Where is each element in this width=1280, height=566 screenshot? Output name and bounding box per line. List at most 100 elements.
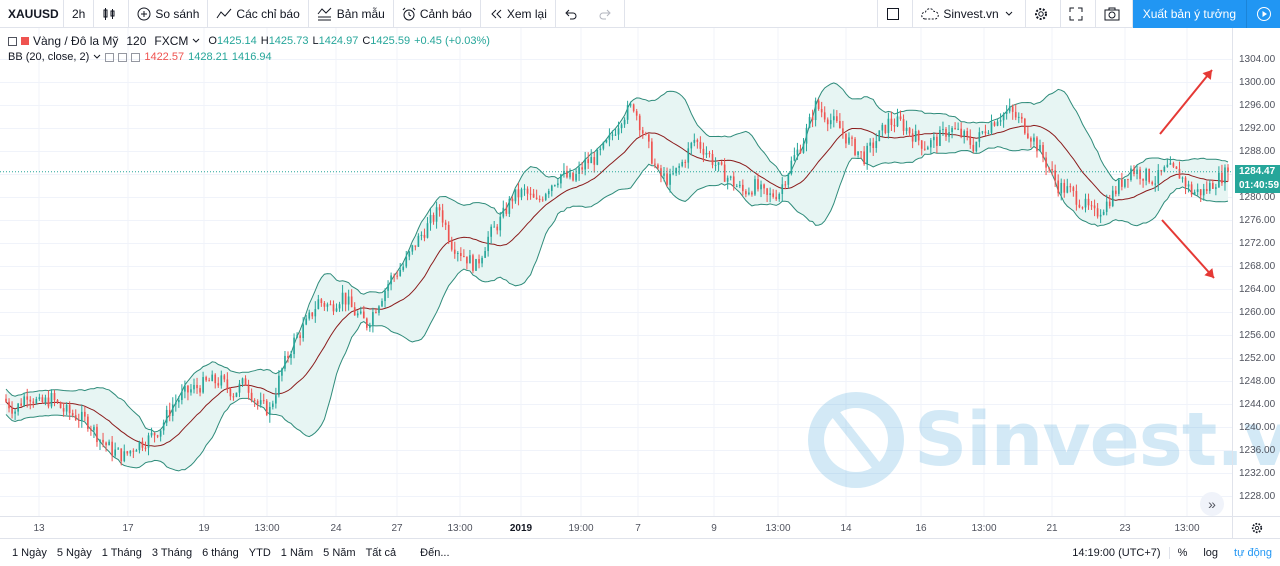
- replay-button[interactable]: Xem lại: [481, 0, 556, 28]
- price-chart[interactable]: [0, 28, 1232, 516]
- time-tick-label: 16: [915, 523, 927, 534]
- candle-body: [781, 184, 784, 194]
- layout-save-button[interactable]: Sinvest.vn: [913, 0, 1026, 28]
- visibility-icon[interactable]: [105, 52, 115, 62]
- candle-body: [414, 245, 417, 247]
- compare-label: So sánh: [155, 6, 200, 21]
- candle-body: [1184, 177, 1187, 187]
- candle-body: [751, 192, 753, 195]
- publish-idea-button[interactable]: Xuất bản ý tưởng: [1132, 0, 1246, 28]
- candle-body: [211, 374, 214, 382]
- range-button[interactable]: 3 Tháng: [151, 546, 193, 559]
- candle-body: [456, 253, 459, 255]
- templates-button[interactable]: Bản mẫu: [309, 0, 394, 28]
- candle-body: [1196, 189, 1199, 192]
- fullscreen-button[interactable]: [1061, 0, 1096, 28]
- range-button[interactable]: 6 tháng: [202, 546, 239, 559]
- collapse-icon[interactable]: [8, 36, 17, 46]
- candle-body: [672, 173, 674, 175]
- chevron-down-icon[interactable]: [192, 33, 200, 49]
- candle-body: [638, 115, 641, 131]
- bb-label: BB (20, close, 2): [8, 51, 90, 63]
- candle-body: [945, 128, 947, 137]
- percent-toggle[interactable]: %: [1177, 546, 1188, 559]
- candle-body: [1054, 170, 1056, 181]
- price-tick-label: 1296.00: [1239, 99, 1276, 111]
- settings-button[interactable]: [1026, 0, 1061, 28]
- candle-body: [53, 393, 56, 401]
- open-value: 1425.14: [216, 35, 257, 47]
- candle-body: [296, 335, 298, 338]
- candle-body: [1163, 166, 1166, 172]
- candle-body: [362, 311, 365, 319]
- candle-body: [623, 119, 626, 125]
- candle-body: [696, 139, 699, 142]
- candle-body: [611, 134, 614, 136]
- chevron-down-icon[interactable]: [93, 49, 101, 65]
- compare-button[interactable]: So sánh: [129, 0, 209, 28]
- candle-body: [190, 389, 192, 393]
- range-button[interactable]: 5 Ngày: [56, 546, 92, 559]
- goto-date-button[interactable]: Đến...: [420, 546, 450, 559]
- bottom-bar: 1 Ngày 5 Ngày 1 Tháng 3 Tháng 6 tháng YTD 1 Nă…: [0, 538, 1280, 566]
- candle-body: [508, 198, 511, 214]
- candle-body: [390, 275, 392, 285]
- candle-body: [135, 450, 138, 452]
- snapshot-button[interactable]: [1096, 0, 1133, 28]
- candle-body: [450, 240, 453, 250]
- candle-body: [875, 141, 878, 149]
- range-button[interactable]: 5 Năm: [323, 546, 356, 559]
- candle-body: [290, 354, 292, 359]
- candle-body: [353, 307, 356, 316]
- candle-body: [544, 194, 547, 200]
- candle-body: [814, 100, 817, 121]
- layout-button[interactable]: [877, 0, 914, 28]
- scroll-to-realtime-button[interactable]: »: [1200, 492, 1224, 516]
- candle-body: [1205, 188, 1208, 191]
- exchange-label: FXCM: [154, 34, 189, 48]
- range-button[interactable]: 1 Năm: [280, 546, 314, 559]
- indicators-button[interactable]: Các chỉ báo: [208, 0, 309, 28]
- candle-body: [681, 161, 684, 167]
- toolbar-right: Sinvest.vn Xuất bản ý tưởng: [877, 0, 1280, 28]
- chart-type-button[interactable]: [94, 0, 130, 28]
- range-button[interactable]: Tất cả: [365, 546, 397, 559]
- account-label: Sinvest.vn: [943, 6, 999, 21]
- publish-play-button[interactable]: [1246, 0, 1280, 28]
- indicators-label: Các chỉ báo: [236, 6, 300, 21]
- range-button[interactable]: YTD: [248, 546, 271, 559]
- auto-scale-toggle[interactable]: tự động: [1234, 546, 1272, 559]
- settings-icon[interactable]: [118, 52, 128, 62]
- candle-body: [948, 132, 950, 137]
- time-tick-label: 13:00: [447, 523, 473, 534]
- alerts-button[interactable]: Cảnh báo: [394, 0, 481, 28]
- candle-body: [742, 184, 744, 192]
- candle-body: [153, 432, 156, 436]
- close-icon[interactable]: [131, 52, 141, 62]
- cloud-icon: [921, 7, 940, 19]
- undo-button[interactable]: [556, 0, 590, 28]
- candle-body: [105, 442, 107, 446]
- symbol-search-button[interactable]: XAUUSD: [0, 0, 64, 28]
- redo-button[interactable]: [590, 0, 625, 28]
- candle-body: [1108, 201, 1111, 207]
- candle-body: [1063, 182, 1066, 193]
- interval-button[interactable]: 2h: [64, 0, 95, 28]
- price-axis[interactable]: 1304.00 1300.00 1296.00 1292.00 1288.00 1284.…: [1232, 28, 1280, 516]
- time-axis[interactable]: 13 17 19 13:00 24 27 13:00 2019 19:00 7 9 13:00 14 16…: [0, 516, 1232, 538]
- candle-body: [578, 167, 580, 174]
- range-button[interactable]: 1 Tháng: [101, 546, 142, 559]
- candle-body: [575, 173, 577, 181]
- alarm-clock-icon: [402, 7, 416, 20]
- candle-body: [732, 176, 735, 187]
- candle-body: [1039, 145, 1041, 152]
- candle-body: [1051, 168, 1053, 171]
- candle-body: [857, 151, 859, 156]
- candle-body: [1048, 167, 1050, 169]
- axis-settings-button[interactable]: [1232, 516, 1280, 538]
- clock-label[interactable]: 14:19:00 (UTC+7): [1064, 546, 1170, 559]
- range-button[interactable]: 1 Ngày: [12, 546, 47, 559]
- close-label: C: [362, 35, 371, 47]
- log-toggle[interactable]: log: [1203, 546, 1219, 559]
- candle-body: [996, 121, 999, 126]
